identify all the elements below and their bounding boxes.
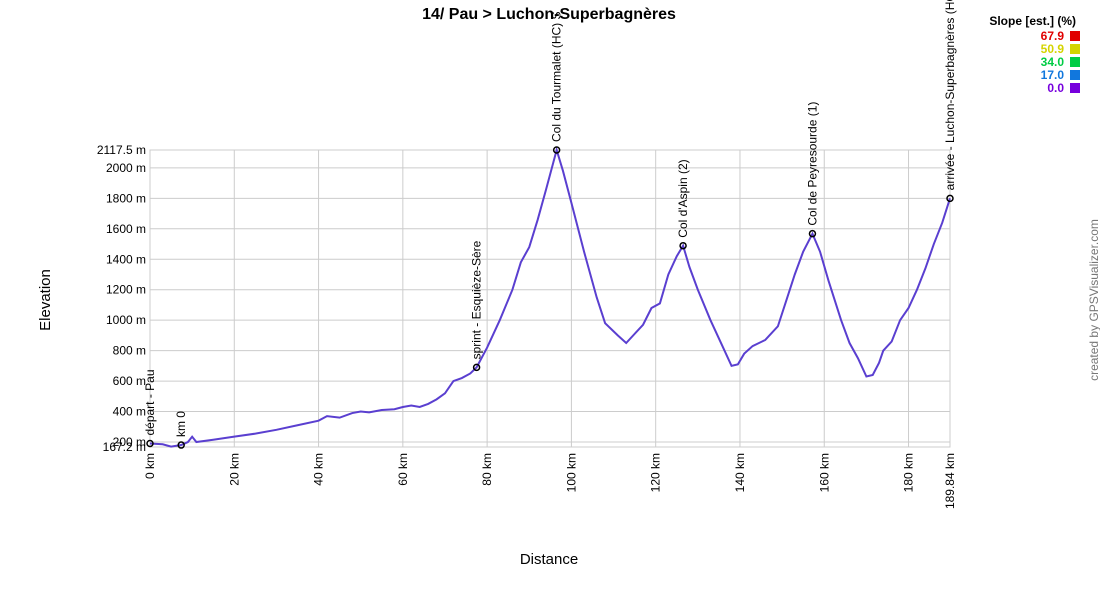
waypoint-label: Col du Tourmalet (HC) S (550, 12, 564, 143)
y-axis-label: Elevation (37, 269, 54, 331)
y-tick-label: 2117.5 m (97, 143, 146, 157)
waypoint-label: km 0 (174, 411, 188, 437)
legend-label: 0.0 (1047, 81, 1064, 95)
legend-label: 50.9 (1041, 42, 1065, 56)
y-tick-label: 1600 m (106, 222, 146, 236)
x-tick-label: 60 km (396, 453, 410, 486)
waypoint-label: sprint - Esquièze-Sère (470, 240, 484, 359)
x-tick-label: 20 km (227, 453, 241, 486)
waypoint-marker (808, 229, 817, 238)
legend-swatch (1070, 44, 1080, 54)
y-tick-label: 167.2 m (103, 440, 146, 454)
elevation-line (149, 146, 951, 448)
legend-label: 34.0 (1041, 55, 1065, 69)
legend-label: 17.0 (1041, 68, 1065, 82)
legend-swatch (1070, 70, 1080, 80)
y-tick-label: 1000 m (106, 313, 146, 327)
legend-title: Slope [est.] (%) (989, 14, 1076, 28)
waypoint-marker (946, 194, 954, 203)
waypoint-label: arrivée - Luchon-Superbagnères (HC (943, 0, 957, 190)
x-tick-label: 120 km (649, 453, 663, 492)
legend-swatch (1070, 57, 1080, 67)
x-tick-label: 0 km (143, 453, 157, 479)
x-tick-label: 160 km (817, 453, 831, 492)
credit: created by GPSVisualizer.com (1087, 219, 1100, 381)
legend-swatch (1070, 31, 1080, 41)
waypoint-label: Col d'Aspin (2) (676, 159, 690, 237)
waypoint-label: départ - Pau (143, 369, 157, 435)
waypoint-marker (552, 146, 561, 154)
x-tick-label: 80 km (480, 453, 494, 486)
waypoint-label: Col de Peyresourde (1) (805, 102, 819, 226)
waypoint-marker (472, 363, 481, 372)
chart-title: 14/ Pau > Luchon-Superbagnères (422, 6, 676, 23)
legend-swatch (1070, 83, 1080, 93)
x-tick-label: 100 km (564, 453, 578, 492)
y-tick-label: 1400 m (106, 252, 146, 266)
x-tick-label: 40 km (312, 453, 326, 486)
waypoint-marker (146, 439, 154, 448)
y-tick-label: 2000 m (106, 161, 146, 175)
y-tick-label: 400 m (113, 405, 146, 419)
y-tick-label: 1200 m (106, 283, 146, 297)
plot-border (149, 149, 951, 448)
legend-label: 67.9 (1041, 29, 1065, 43)
x-tick-label: 189.84 km (943, 453, 957, 509)
x-tick-label: 180 km (902, 453, 916, 492)
waypoint-marker (679, 241, 687, 250)
x-axis-label: Distance (520, 551, 578, 568)
y-tick-label: 800 m (113, 344, 146, 358)
y-tick-label: 1800 m (106, 191, 146, 205)
x-tick-label: 140 km (733, 453, 747, 492)
y-tick-label: 200 m (113, 435, 146, 449)
waypoint-marker (177, 441, 185, 449)
y-tick-label: 600 m (113, 374, 146, 388)
